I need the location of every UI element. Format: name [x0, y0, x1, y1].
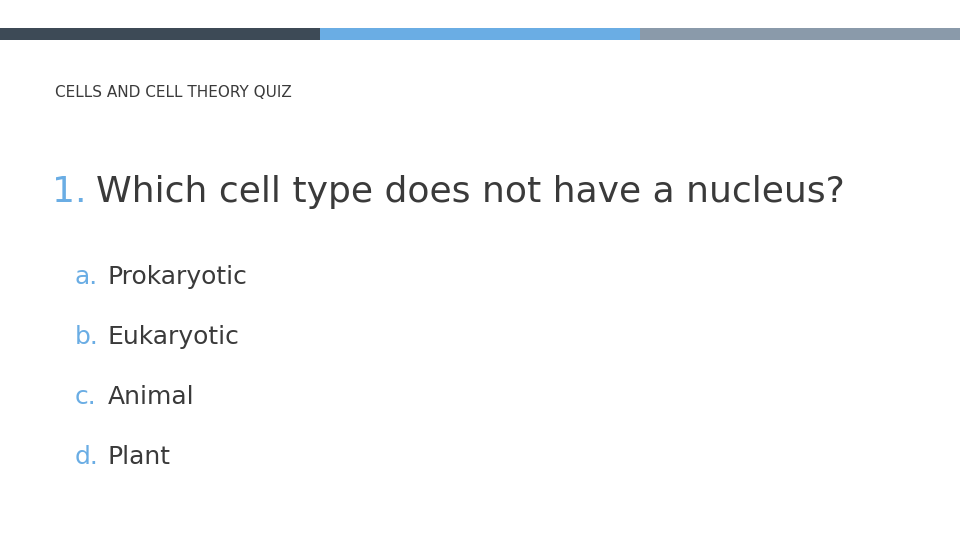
- Text: b.: b.: [75, 325, 99, 349]
- Text: c.: c.: [75, 385, 97, 409]
- Text: a.: a.: [75, 265, 98, 289]
- Text: Prokaryotic: Prokaryotic: [108, 265, 248, 289]
- Text: Eukaryotic: Eukaryotic: [108, 325, 240, 349]
- Text: Which cell type does not have a nucleus?: Which cell type does not have a nucleus?: [96, 175, 845, 209]
- Text: CELLS AND CELL THEORY QUIZ: CELLS AND CELL THEORY QUIZ: [55, 85, 292, 100]
- Text: Plant: Plant: [108, 445, 171, 469]
- Bar: [0, 28, 320, 40]
- Text: Animal: Animal: [108, 385, 195, 409]
- Text: 1.: 1.: [52, 175, 86, 209]
- Text: d.: d.: [75, 445, 99, 469]
- Bar: [320, 28, 640, 40]
- Bar: [640, 28, 960, 40]
